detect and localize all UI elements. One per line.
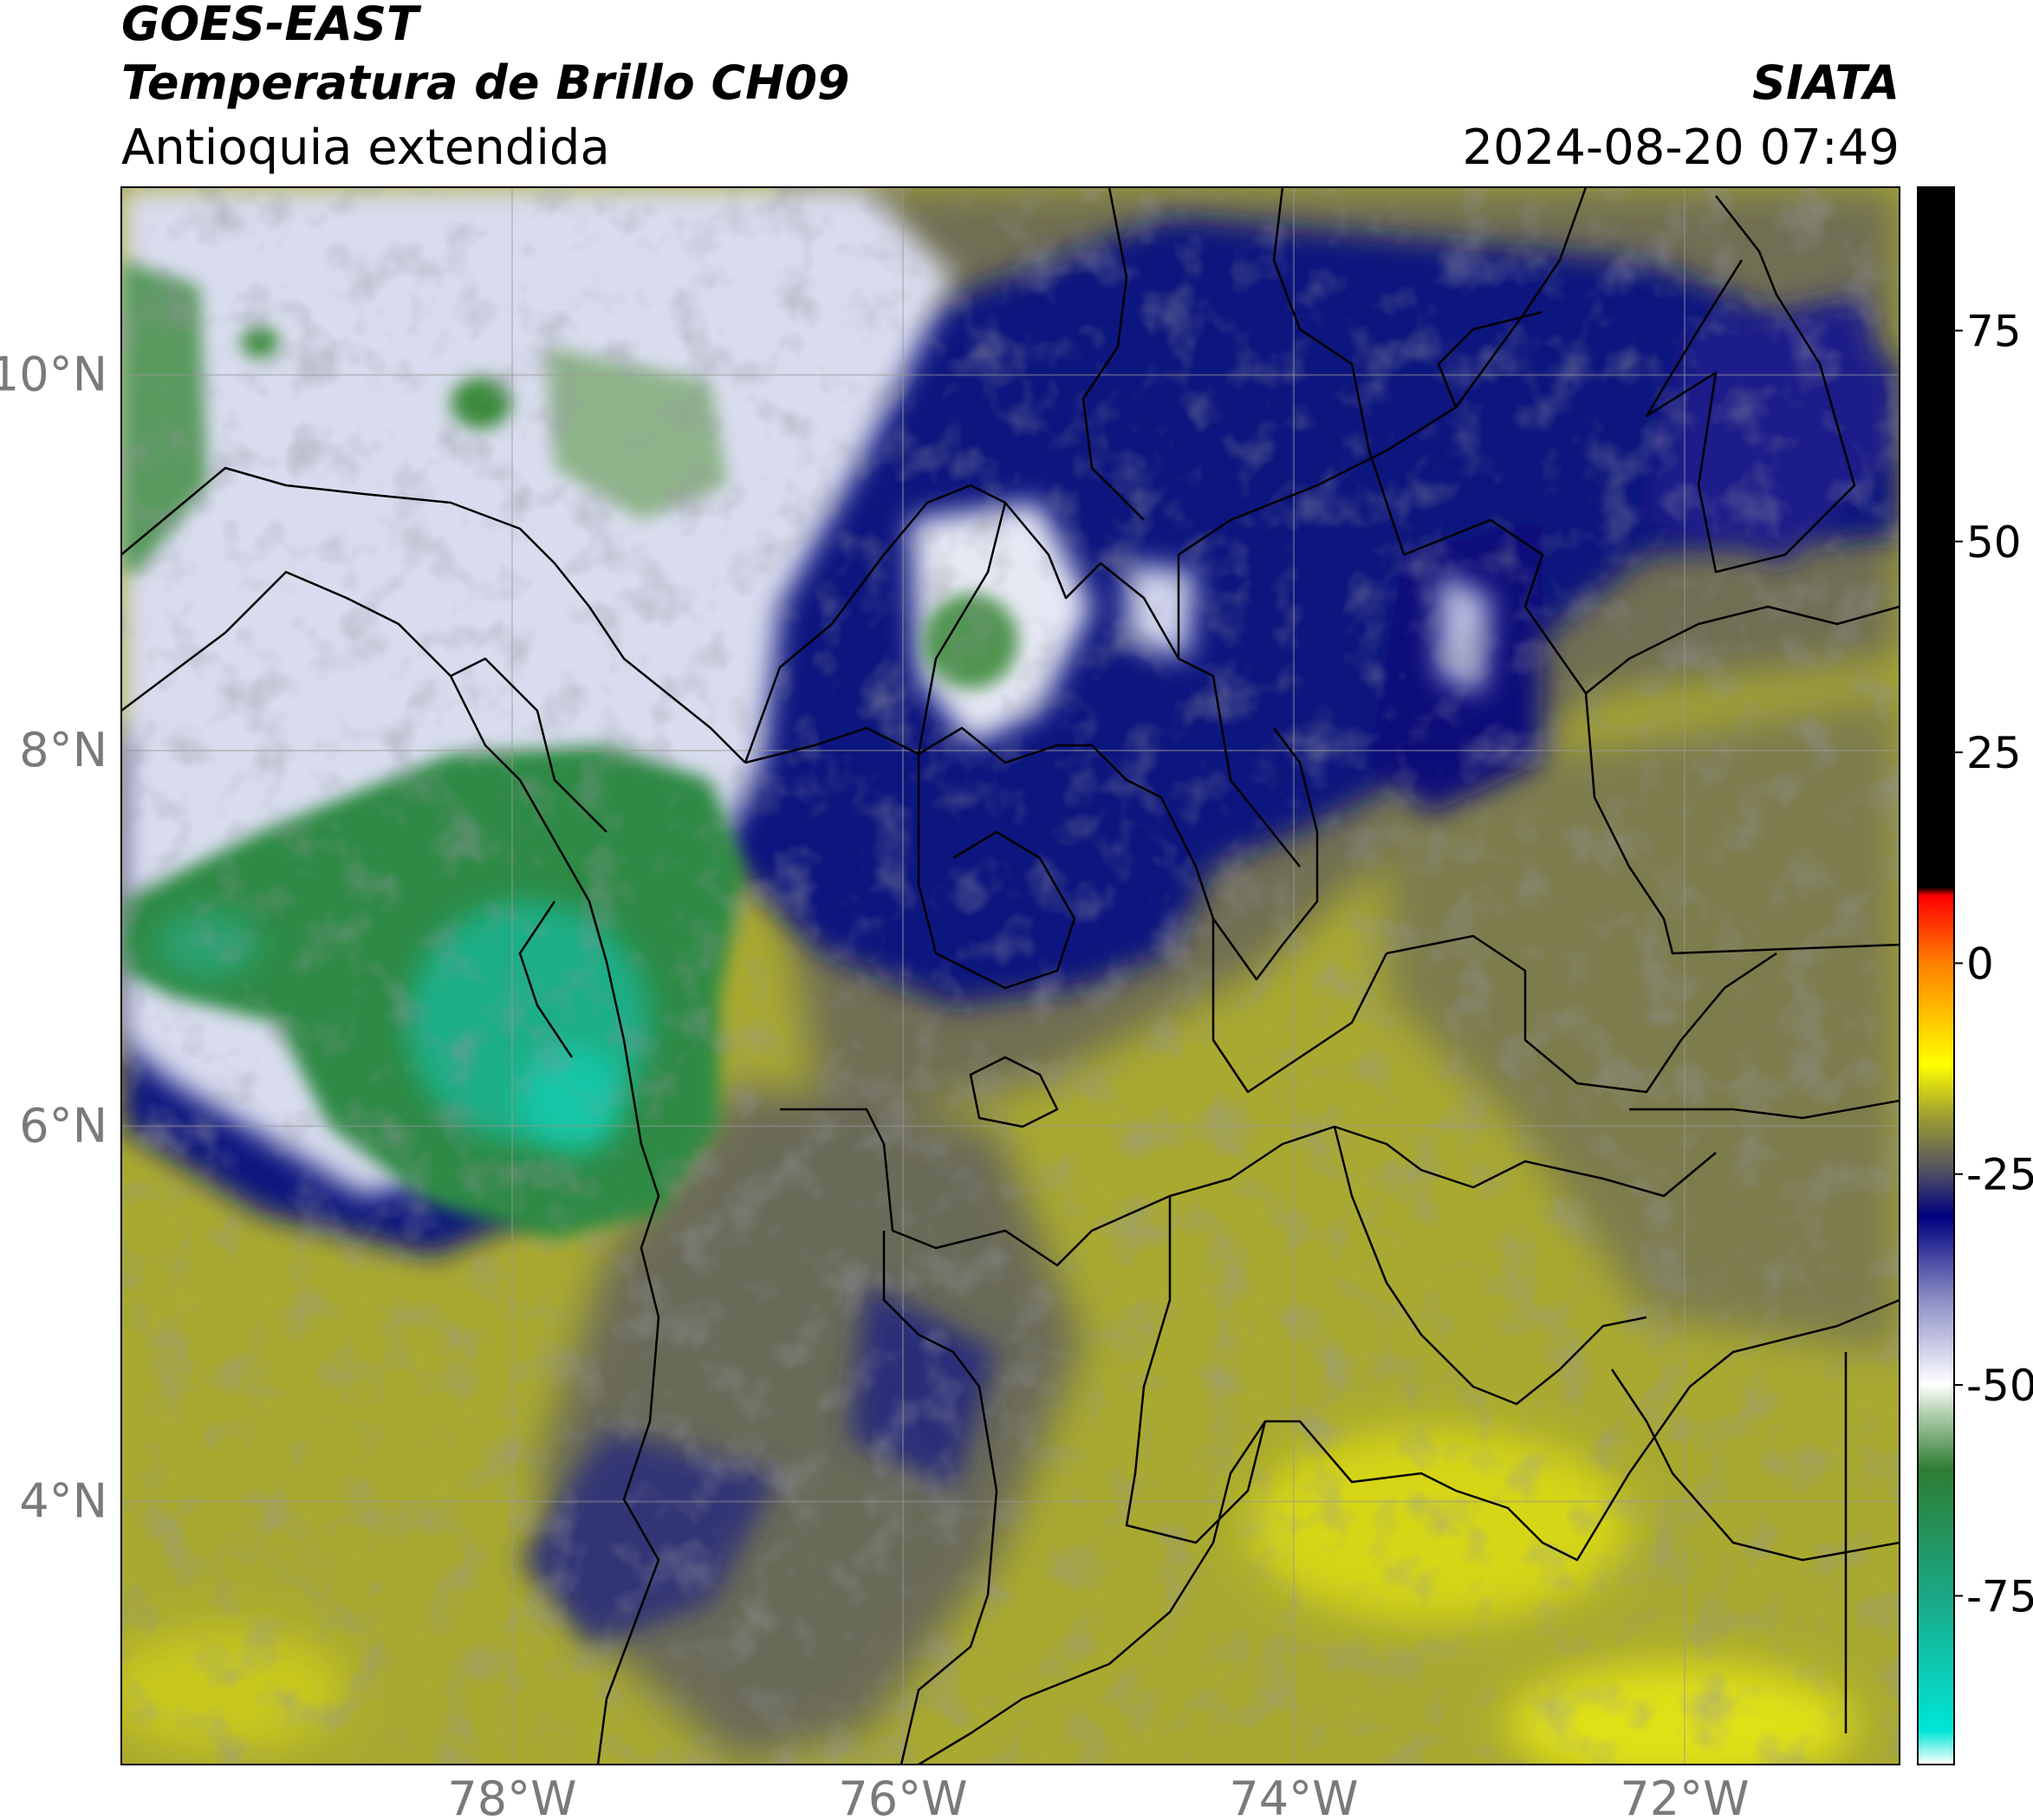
lon-tick-label: 74°W [1229, 1771, 1358, 1820]
guajira-coast [1645, 195, 1856, 574]
department-lines-2 [882, 1231, 998, 1765]
department-lines-14 [1081, 187, 1145, 521]
department-lines-16 [1437, 310, 1543, 408]
colorbar-gradient [1918, 187, 1954, 1765]
colorbar-frame [1917, 186, 1955, 1765]
department-lines-6 [1211, 919, 1388, 1094]
department-lines-8 [917, 502, 1007, 755]
department-lines-15 [1272, 187, 1406, 556]
lat-tick-label: 4°N [19, 1474, 107, 1529]
boundaries [121, 187, 1900, 1765]
satellite-title: GOES-EAST [121, 0, 419, 51]
department-lines-4 [1333, 1126, 1647, 1406]
panama-pacific-coast [121, 570, 660, 1765]
department-lines-13 [1178, 657, 1301, 868]
department-lines-1 [780, 1108, 1717, 1267]
department-lines-9 [1585, 605, 1900, 694]
lon-tick-label: 72°W [1620, 1771, 1749, 1820]
region-subtitle: Antioquia extendida [121, 120, 610, 176]
latitude-ticks: 10°N 8°N 6°N 4°N [0, 348, 107, 1529]
texture-overlay [121, 187, 1900, 1765]
colorbar-tick-label: 25 [1966, 728, 2022, 778]
colorbar-tick-label: 0 [1966, 939, 1994, 989]
department-lines-17 [450, 657, 607, 833]
colorbar-tick-label: -75 [1966, 1571, 2033, 1622]
department-lines-10 [1629, 1099, 1900, 1120]
lat-tick-label: 10°N [0, 348, 107, 402]
department-lines-3 [1125, 1196, 1267, 1544]
department-lines-19 [969, 1056, 1059, 1128]
graticule [121, 187, 1900, 1765]
department-lines-11 [1610, 1368, 1900, 1562]
panama-caribbean-coast [121, 466, 746, 764]
colorbar-tick-label: -50 [1966, 1361, 2033, 1411]
lat-tick-label: 6°N [19, 1098, 107, 1153]
map-field [121, 187, 1900, 1765]
lon-tick-label: 76°W [838, 1771, 967, 1820]
colorbar-tick-label: 75 [1966, 306, 2022, 356]
colorbar: 75 50 25 0 -25 -50 -75 [1917, 186, 2033, 1765]
datetime-label: 2024-08-20 07:49 [1462, 120, 1900, 176]
colombia-caribbean-coast [744, 187, 1588, 764]
lat-tick-label: 8°N [19, 723, 107, 777]
product-title: Temperatura de Brillo CH09 [121, 55, 850, 110]
department-lines-7 [917, 754, 1076, 990]
colorbar-tick-label: 50 [1966, 517, 2022, 568]
lon-tick-label: 78°W [447, 1771, 576, 1820]
map-frame [120, 186, 1900, 1765]
venezuela-border [1403, 518, 1900, 955]
longitude-ticks: 78°W 76°W 74°W 72°W [447, 1771, 1749, 1820]
colorbar-tick-label: -25 [1966, 1150, 2033, 1200]
department-lines-18 [518, 900, 574, 1058]
agency-label: SIATA [1751, 55, 1900, 110]
department-lines-5 [1386, 934, 1777, 1094]
antioquia-boundary [744, 726, 1319, 981]
ecuador-peru-border [918, 1298, 1900, 1765]
colorbar-ticks: 75 50 25 0 -25 -50 -75 [1954, 306, 2033, 1622]
